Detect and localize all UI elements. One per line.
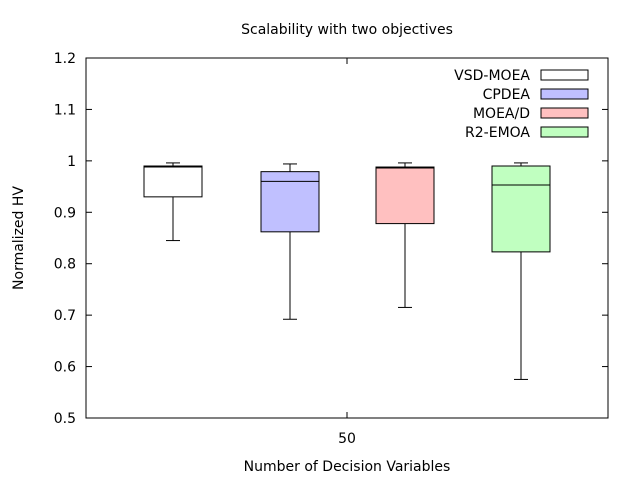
- legend: VSD-MOEA CPDEA MOEA/D R2-EMOA: [454, 68, 589, 141]
- box-r2-emoa: [491, 162, 551, 380]
- legend-swatch: [540, 107, 589, 119]
- box-iqr: [260, 171, 320, 233]
- y-tick-label: 0.6: [54, 360, 76, 376]
- y-tick-label: 1: [67, 154, 76, 170]
- box-iqr: [491, 165, 551, 253]
- box-iqr: [375, 166, 435, 225]
- y-tick-label: 0.7: [54, 308, 76, 324]
- plot-frame: [85, 57, 609, 419]
- y-tick-label: 0.9: [54, 205, 76, 221]
- box-vsd-moea: [143, 162, 203, 242]
- box-iqr: [143, 165, 203, 198]
- legend-label: MOEA/D: [473, 106, 530, 122]
- y-tick-label: 1.2: [54, 51, 76, 67]
- y-axis: 0.5 0.6 0.7 0.8 0.9 1 1.1 1.2: [54, 51, 608, 427]
- y-axis-label: Normalized HV: [11, 186, 27, 290]
- legend-label: CPDEA: [483, 87, 531, 103]
- x-tick-label: 50: [338, 431, 356, 447]
- legend-label: R2-EMOA: [465, 125, 530, 141]
- box-cpdea: [260, 163, 320, 320]
- x-axis: 50: [338, 58, 356, 447]
- y-tick-label: 0.8: [54, 257, 76, 273]
- legend-label: VSD-MOEA: [454, 68, 530, 84]
- x-axis-label: Number of Decision Variables: [244, 459, 451, 475]
- y-tick-label: 0.5: [54, 411, 76, 427]
- box-series: [143, 162, 551, 380]
- y-tick-label: 1.1: [54, 102, 76, 118]
- chart-title: Scalability with two objectives: [241, 22, 453, 38]
- box-moea-d: [375, 162, 435, 308]
- legend-swatch: [540, 69, 589, 81]
- legend-swatch: [540, 88, 589, 100]
- legend-swatch: [540, 126, 589, 138]
